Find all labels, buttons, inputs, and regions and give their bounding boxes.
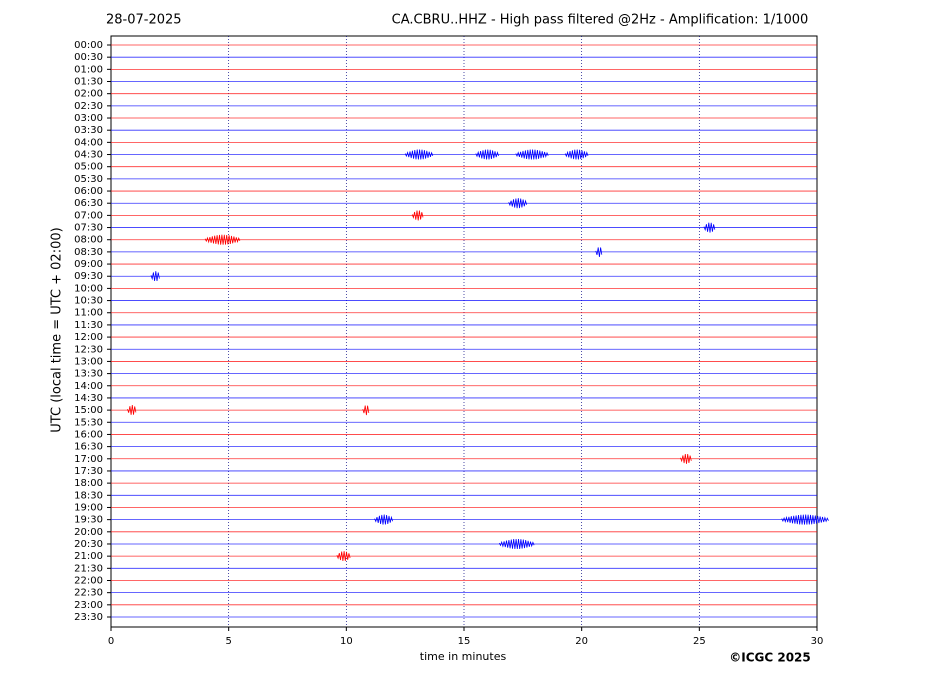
x-axis-label: time in minutes	[420, 650, 507, 663]
y-tick-label: 05:30	[74, 174, 103, 185]
footer: ©ICGC 2025	[729, 651, 811, 665]
seismic-event	[508, 198, 528, 209]
y-tick-label: 07:30	[74, 223, 103, 234]
y-tick-label: 09:00	[74, 259, 103, 270]
y-tick-label: 04:30	[74, 150, 103, 161]
y-tick-label: 18:30	[74, 490, 103, 501]
x-tick-label: 30	[811, 636, 824, 647]
y-tick-label: 10:00	[74, 283, 103, 294]
seismic-event	[703, 222, 716, 233]
y-tick-label: 14:00	[74, 381, 103, 392]
y-tick-label: 06:30	[74, 198, 103, 209]
seismic-event	[127, 405, 137, 415]
seismic-event	[404, 149, 434, 160]
seismic-event	[781, 514, 829, 525]
plot-frame	[110, 35, 818, 628]
y-tick-label: 03:30	[74, 125, 103, 136]
y-tick-label: 12:30	[74, 344, 103, 355]
y-tick-label: 07:00	[74, 210, 103, 221]
y-tick-label: 05:00	[74, 162, 103, 173]
y-tick-label: 09:30	[74, 271, 103, 282]
y-tick-label: 11:00	[74, 308, 103, 319]
seismic-event	[475, 149, 499, 160]
seismic-event	[564, 149, 589, 160]
x-tick-label: 0	[108, 636, 114, 647]
y-tick-label: 13:30	[74, 369, 103, 380]
y-tick-label: 02:30	[74, 101, 103, 112]
y-tick-label: 01:00	[74, 64, 103, 75]
seismic-event	[498, 538, 535, 550]
y-tick-label: 19:30	[74, 515, 103, 526]
y-tick-label: 23:00	[74, 600, 103, 611]
y-tick-label: 22:00	[74, 575, 103, 586]
y-tick-label: 12:00	[74, 332, 103, 343]
x-tick-label: 20	[575, 636, 588, 647]
y-tick-label: 03:00	[74, 113, 103, 124]
y-tick-label: 20:30	[74, 539, 103, 550]
seismic-event	[150, 271, 160, 282]
x-tick-label: 5	[225, 636, 231, 647]
y-tick-label: 20:00	[74, 527, 103, 538]
y-tick-label: 17:30	[74, 466, 103, 477]
y-tick-label: 14:30	[74, 393, 103, 404]
x-tick-label: 10	[340, 636, 353, 647]
y-tick-label: 19:00	[74, 502, 103, 513]
y-tick-label: 16:30	[74, 442, 103, 453]
y-tick-label: 08:30	[74, 247, 103, 258]
x-tick-label: 15	[458, 636, 471, 647]
y-tick-label: 00:00	[74, 40, 103, 51]
y-tick-label: 23:30	[74, 612, 103, 623]
y-tick-label: 13:00	[74, 356, 103, 367]
seismic-event	[362, 405, 370, 416]
y-tick-label: 21:00	[74, 551, 103, 562]
y-tick-label: 15:30	[74, 417, 103, 428]
seismic-event	[336, 551, 351, 562]
y-tick-label: 06:00	[74, 186, 103, 197]
seismic-event	[374, 514, 393, 525]
y-tick-label: 18:00	[74, 478, 103, 489]
date: 28-07-2025	[106, 13, 182, 28]
chart-title: CA.CBRU..HHZ - High pass filtered @2Hz -…	[392, 13, 809, 28]
y-tick-label: 08:00	[74, 235, 103, 246]
y-tick-label: 22:30	[74, 588, 103, 599]
seismic-event	[680, 453, 692, 464]
y-tick-label: 02:00	[74, 89, 103, 100]
y-axis-label: UTC (local time = UTC + 02:00)	[50, 227, 65, 432]
seismic-event	[515, 149, 549, 160]
seismic-event	[595, 247, 603, 257]
y-tick-label: 00:30	[74, 52, 103, 63]
y-tick-label: 04:00	[74, 137, 103, 148]
y-tick-label: 10:30	[74, 296, 103, 307]
x-tick-label: 25	[693, 636, 706, 647]
y-tick-label: 11:30	[74, 320, 103, 331]
seismic-event	[204, 234, 241, 245]
y-tick-label: 01:30	[74, 77, 103, 88]
seismic-event	[411, 210, 424, 221]
y-tick-label: 16:00	[74, 429, 103, 440]
y-tick-label: 21:30	[74, 563, 103, 574]
y-tick-label: 15:00	[74, 405, 103, 416]
y-tick-label: 17:00	[74, 454, 103, 465]
